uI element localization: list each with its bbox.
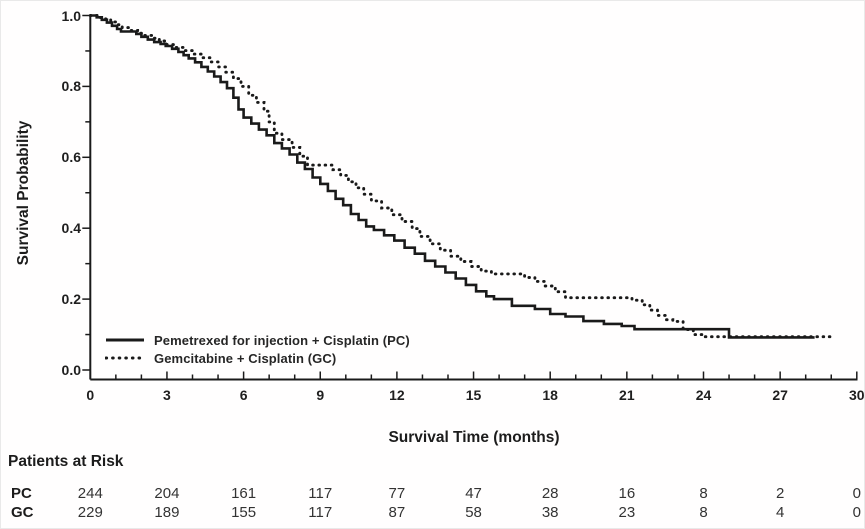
risk-value-gc: 0: [852, 504, 861, 521]
solid-line-swatch: [105, 333, 145, 347]
risk-value-pc: 0: [852, 485, 861, 502]
x-tick-label: 12: [389, 387, 405, 403]
legend: Pemetrexed for injection + Cisplatin (PC…: [104, 331, 410, 367]
risk-value-pc: 16: [618, 485, 636, 502]
risk-value-gc: 155: [231, 504, 257, 521]
gc-survival-curve: [88, 14, 836, 339]
risk-table-title: Patients at Risk: [8, 453, 124, 470]
x-tick-label: 0: [86, 387, 95, 403]
risk-value-gc: 38: [541, 504, 559, 521]
risk-value-gc: 229: [77, 504, 103, 521]
x-tick-label: 6: [239, 387, 248, 403]
x-tick-label: 21: [619, 387, 635, 403]
risk-value-gc: 87: [388, 504, 406, 521]
y-tick-label: 0.0: [61, 362, 81, 378]
risk-row-label-gc: GC: [11, 504, 34, 521]
risk-value-pc: 204: [154, 485, 180, 502]
risk-value-gc: 23: [618, 504, 636, 521]
risk-value-gc: 117: [308, 504, 333, 521]
risk-value-pc: 28: [541, 485, 559, 502]
dotted-line-swatch: [104, 351, 146, 365]
risk-value-pc: 161: [231, 485, 257, 502]
x-tick-label: 3: [163, 387, 171, 403]
x-tick-label: 24: [695, 387, 712, 403]
y-tick-label: 1.0: [61, 7, 81, 24]
legend-label-pc: Pemetrexed for injection + Cisplatin (PC…: [154, 332, 410, 348]
x-tick-label: 9: [316, 387, 325, 403]
y-axis-title: Survival Probability: [15, 120, 32, 266]
y-tick-label: 0.4: [61, 220, 81, 237]
risk-row-label-pc: PC: [11, 485, 32, 502]
risk-value-gc: 8: [699, 504, 708, 521]
y-tick-label: 0.2: [61, 291, 81, 308]
x-tick-label: 18: [542, 387, 558, 403]
risk-value-pc: 77: [388, 485, 406, 502]
risk-value-pc: 8: [699, 485, 708, 502]
legend-label-gc: Gemcitabine + Cisplatin (GC): [154, 350, 337, 366]
y-tick-label: 0.8: [61, 78, 81, 95]
risk-value-pc: 117: [308, 485, 333, 502]
legend-item-pc: Pemetrexed for injection + Cisplatin (PC…: [105, 331, 410, 349]
y-tick-label: 0.6: [61, 149, 81, 166]
x-axis-title: Survival Time (months): [388, 429, 560, 446]
pc-survival-curve: [90, 14, 815, 339]
x-tick-label: 15: [465, 387, 482, 403]
legend-item-gc: Gemcitabine + Cisplatin (GC): [104, 349, 410, 367]
risk-value-pc: 2: [775, 485, 785, 502]
risk-value-gc: 58: [465, 504, 482, 521]
x-tick-label: 30: [849, 387, 865, 403]
risk-value-gc: 4: [775, 504, 785, 521]
risk-value-pc: 244: [77, 485, 103, 502]
x-tick-label: 27: [772, 387, 788, 403]
risk-value-gc: 189: [154, 504, 180, 521]
risk-value-pc: 47: [465, 485, 482, 502]
